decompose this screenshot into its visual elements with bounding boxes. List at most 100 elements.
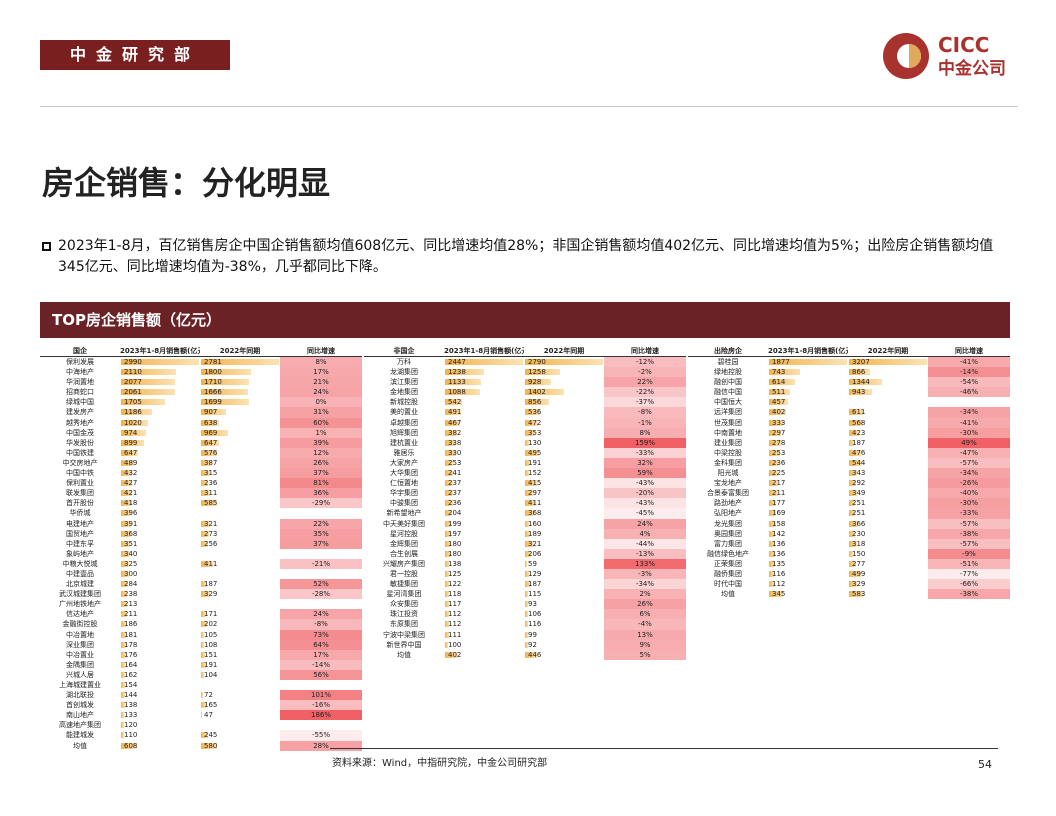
cell: 158 [768,519,848,529]
cell-value: 638 [204,418,218,427]
table-row: 路劲地产 177 251 -30% [688,498,1010,509]
cell: 112 [444,619,524,629]
cell-value: 202 [204,620,218,629]
cell: 297 [524,488,604,498]
cell: 402 [444,650,524,660]
cell: 中海地产 [66,368,94,377]
cell-value: 325 [124,559,138,568]
header-cell: 同比增速 [955,347,983,355]
dept-label: 中金研究部 [40,40,230,70]
divider [40,106,1018,107]
cell: 191 [524,458,604,468]
cell: 311 [200,488,280,498]
cell-value: 115 [528,590,542,599]
data-bar [445,500,453,507]
cell: 美的置业 [390,408,418,417]
data-bar [525,359,603,365]
cell: 中天美好集团 [383,519,425,528]
cell-value: 136 [772,549,786,558]
cell [280,680,362,690]
cell: 2781 [200,357,280,367]
data-bar [201,540,209,547]
table-row: 深业集团 178 108 64% [40,639,362,650]
cell-value: 338 [448,438,462,447]
data-bar [525,480,537,487]
cell: 318 [848,539,928,549]
cell: 199 [444,519,524,529]
cell-value: 467 [448,418,462,427]
data-bar [849,480,857,487]
cell: 202 [200,619,280,629]
cell-value: 187 [204,580,218,589]
data-bar [525,419,539,426]
cell: 329 [848,579,928,589]
cell-value: 191 [528,458,542,467]
cell: 新世界中国 [386,640,422,649]
cell: -33% [604,447,686,458]
data-bar [525,581,531,588]
data-bar [121,601,127,608]
data-bar [445,480,453,487]
cell: 众安集团 [390,600,418,609]
cell: 26% [604,599,686,610]
data-bar [525,409,540,416]
cell: 907 [200,407,280,417]
cell-value: 162 [124,670,138,679]
cell: 99 [524,630,604,640]
table-row: 中冶置业 176 151 17% [40,649,362,660]
table-row: 仁恒置地 237 415 -43% [364,478,686,489]
data-bar [849,359,927,365]
cell: 186 [120,619,200,629]
cell: 106 [524,609,604,619]
cell: 245 [200,730,280,740]
cell: 177 [768,498,848,508]
table-row: 东原集团 112 116 -4% [364,619,686,630]
cell-value: 1705 [124,398,142,407]
data-bar [445,581,449,588]
cell: 2077 [120,377,200,387]
cell-value: 225 [772,469,786,478]
cell-value: 1699 [204,398,222,407]
cell-value: 106 [528,610,542,619]
cell: 保利置业 [66,479,94,488]
data-bar [445,429,458,436]
cell: 招商蛇口 [66,388,94,397]
cell-value: 118 [448,590,462,599]
table-row: 世茂集团 333 568 -41% [688,417,1010,428]
cell: 211 [768,488,848,498]
cell-value: 59 [528,559,537,568]
data-bar [445,601,449,608]
cell-value: 230 [852,529,866,538]
table-row: 象屿地产 340 [40,549,362,559]
data-bar [445,369,485,376]
table-row: 时代中国 112 329 -66% [688,579,1010,590]
header-cell: 国企 [73,347,87,355]
cell-value: 152 [528,469,542,478]
cell: 联发集团 [66,489,94,498]
cell: 180 [444,539,524,549]
cell: 108 [200,640,280,650]
source: 资料来源：Wind，中指研究院，中金公司研究部 [332,758,548,769]
cell: -20% [604,488,686,499]
table-row: 宁波中梁集团 111 99 13% [364,629,686,640]
cell-value: 160 [528,519,542,528]
data-bar [121,651,126,658]
cell: 277 [848,559,928,569]
table-row: 湖北联投 144 72 101% [40,690,362,701]
data-bar [849,581,857,588]
table-row: 正荣集团 135 277 -51% [688,558,1010,569]
data-bar [201,470,210,477]
data-bar [769,591,784,598]
cell-value: 432 [124,469,138,478]
cell-value: 329 [204,590,218,599]
cell: 611 [848,407,928,417]
cell: 均值 [397,650,411,659]
cell: -30% [928,427,1010,438]
cell: 353 [524,428,604,438]
cell: 大家房产 [390,458,418,467]
cell-value: 72 [204,691,213,700]
cell [848,397,928,407]
data-bar [445,449,456,456]
divider [330,748,998,749]
cell: 943 [848,387,928,397]
